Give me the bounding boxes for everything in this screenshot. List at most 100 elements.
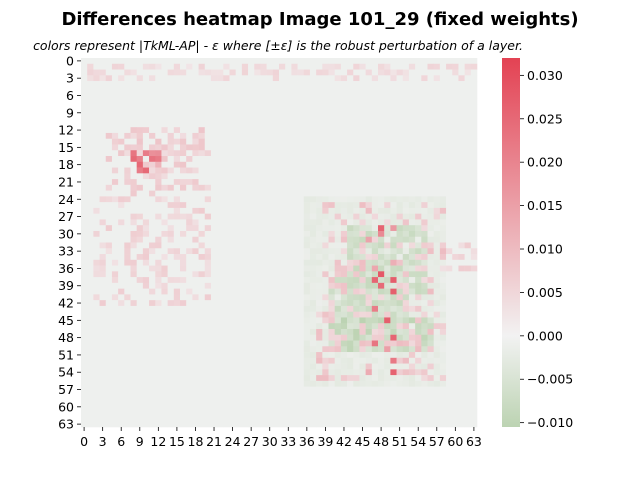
heatmap-cell <box>167 352 175 359</box>
heatmap-cell <box>359 156 366 163</box>
heatmap-cell <box>378 86 385 93</box>
heatmap-cell <box>334 369 342 376</box>
heatmap-cell <box>340 375 348 382</box>
heatmap-cell <box>136 184 144 191</box>
heatmap-cell <box>260 271 267 278</box>
heatmap-cell <box>111 375 119 382</box>
heatmap-cell <box>384 375 391 382</box>
heatmap-cell <box>285 179 292 186</box>
heatmap-cell <box>118 104 125 111</box>
heatmap-cell <box>303 398 311 405</box>
heatmap-cell <box>111 398 119 405</box>
heatmap-cell <box>328 259 335 266</box>
heatmap-cell <box>384 225 391 232</box>
heatmap-cell <box>210 213 218 220</box>
heatmap-cell <box>279 363 286 370</box>
heatmap-cell <box>198 288 206 295</box>
heatmap-cell <box>142 242 150 249</box>
heatmap-cell <box>309 150 317 157</box>
heatmap-cell <box>260 352 267 359</box>
heatmap-cell <box>111 403 119 411</box>
heatmap-cell <box>99 305 107 312</box>
heatmap-cell <box>124 311 131 318</box>
heatmap-cell <box>248 415 255 422</box>
heatmap-cell <box>93 317 100 324</box>
heatmap-cell <box>173 317 181 324</box>
heatmap-cell <box>458 86 465 93</box>
heatmap-cell <box>347 288 354 295</box>
heatmap-cell <box>328 104 335 111</box>
heatmap-cell <box>235 415 243 422</box>
heatmap-cell <box>384 127 391 134</box>
heatmap-cell <box>248 196 255 203</box>
heatmap-cell <box>149 248 156 255</box>
y-tick-label: 45 <box>58 313 74 328</box>
heatmap-cell <box>402 92 410 99</box>
heatmap-cell <box>402 196 410 203</box>
heatmap-cell <box>402 58 410 65</box>
heatmap-cell <box>378 254 385 261</box>
heatmap-cell <box>142 98 150 105</box>
heatmap-cell <box>452 409 459 416</box>
heatmap-cell <box>365 92 373 99</box>
heatmap-cell <box>334 265 342 272</box>
heatmap-cell <box>365 109 373 116</box>
heatmap-cell <box>396 328 404 336</box>
heatmap-cell <box>136 334 144 341</box>
heatmap-cell <box>316 294 323 301</box>
heatmap-cell <box>446 190 453 197</box>
heatmap-cell <box>309 305 317 312</box>
x-tick-label: 0 <box>80 434 88 449</box>
heatmap-cell <box>279 109 286 116</box>
heatmap-cell <box>272 271 280 278</box>
heatmap-cell <box>248 86 255 93</box>
heatmap-cell <box>384 58 391 65</box>
heatmap-cell <box>254 334 261 341</box>
heatmap-cell <box>421 150 428 157</box>
heatmap-cell <box>371 167 379 174</box>
y-tick-label: 42 <box>58 296 74 311</box>
heatmap-cell <box>334 173 342 180</box>
heatmap-cell <box>439 254 447 261</box>
heatmap-cell <box>309 242 317 249</box>
heatmap-cell <box>297 265 305 272</box>
heatmap-cell <box>316 334 323 341</box>
heatmap-cell <box>167 207 175 214</box>
heatmap-cell <box>124 340 131 347</box>
heatmap-cell <box>81 392 88 399</box>
heatmap-cell <box>254 167 261 174</box>
heatmap-cell <box>136 104 144 111</box>
heatmap-cell <box>186 409 193 416</box>
heatmap-cell <box>421 403 428 411</box>
heatmap-cell <box>136 375 144 382</box>
heatmap-cell <box>87 144 94 151</box>
heatmap-cell <box>241 86 249 93</box>
heatmap-cell <box>279 403 286 411</box>
heatmap-cell <box>260 179 267 186</box>
heatmap-cell <box>285 300 292 307</box>
heatmap-cell <box>421 190 428 197</box>
heatmap-cell <box>316 190 323 197</box>
heatmap-cell <box>136 265 144 272</box>
heatmap-cell <box>99 225 107 232</box>
heatmap-cell <box>229 230 236 238</box>
heatmap-cell <box>384 282 391 289</box>
heatmap-cell <box>402 311 410 318</box>
heatmap-cell <box>421 213 428 220</box>
heatmap-cell <box>279 254 286 261</box>
heatmap-cell <box>328 328 335 336</box>
heatmap-cell <box>433 357 441 364</box>
x-tick-label: 30 <box>262 434 278 449</box>
heatmap-cell <box>136 259 144 266</box>
heatmap-cell <box>421 167 428 174</box>
heatmap-cell <box>446 334 453 341</box>
heatmap-cell <box>241 104 249 111</box>
heatmap-cell <box>322 311 329 318</box>
heatmap-cell <box>118 109 125 116</box>
heatmap-cell <box>334 392 342 399</box>
heatmap-cell <box>229 363 236 370</box>
heatmap-cell <box>217 386 224 393</box>
heatmap-cell <box>446 398 453 405</box>
heatmap-cell <box>235 392 243 399</box>
heatmap-cell <box>415 104 422 111</box>
